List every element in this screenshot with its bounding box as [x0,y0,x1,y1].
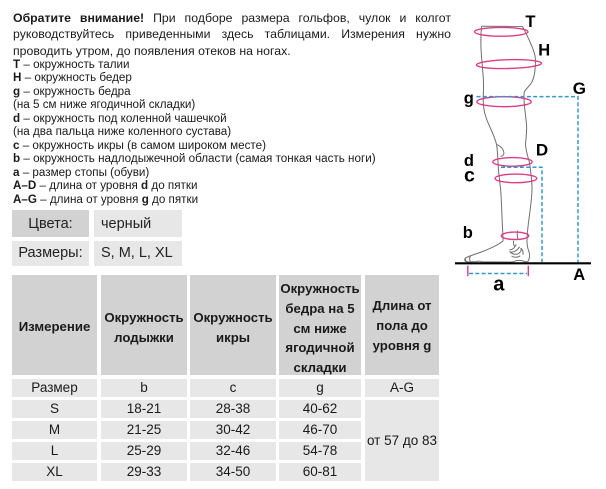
svg-text:G: G [573,79,586,98]
svg-text:g: g [464,90,474,108]
svg-text:A: A [573,266,585,284]
svg-text:d: d [464,152,474,170]
svg-text:D: D [536,140,548,159]
svg-text:H: H [538,41,550,59]
svg-text:T: T [525,13,535,31]
svg-text:c: c [464,165,475,187]
svg-text:b: b [463,224,473,242]
svg-text:a: a [493,273,505,295]
